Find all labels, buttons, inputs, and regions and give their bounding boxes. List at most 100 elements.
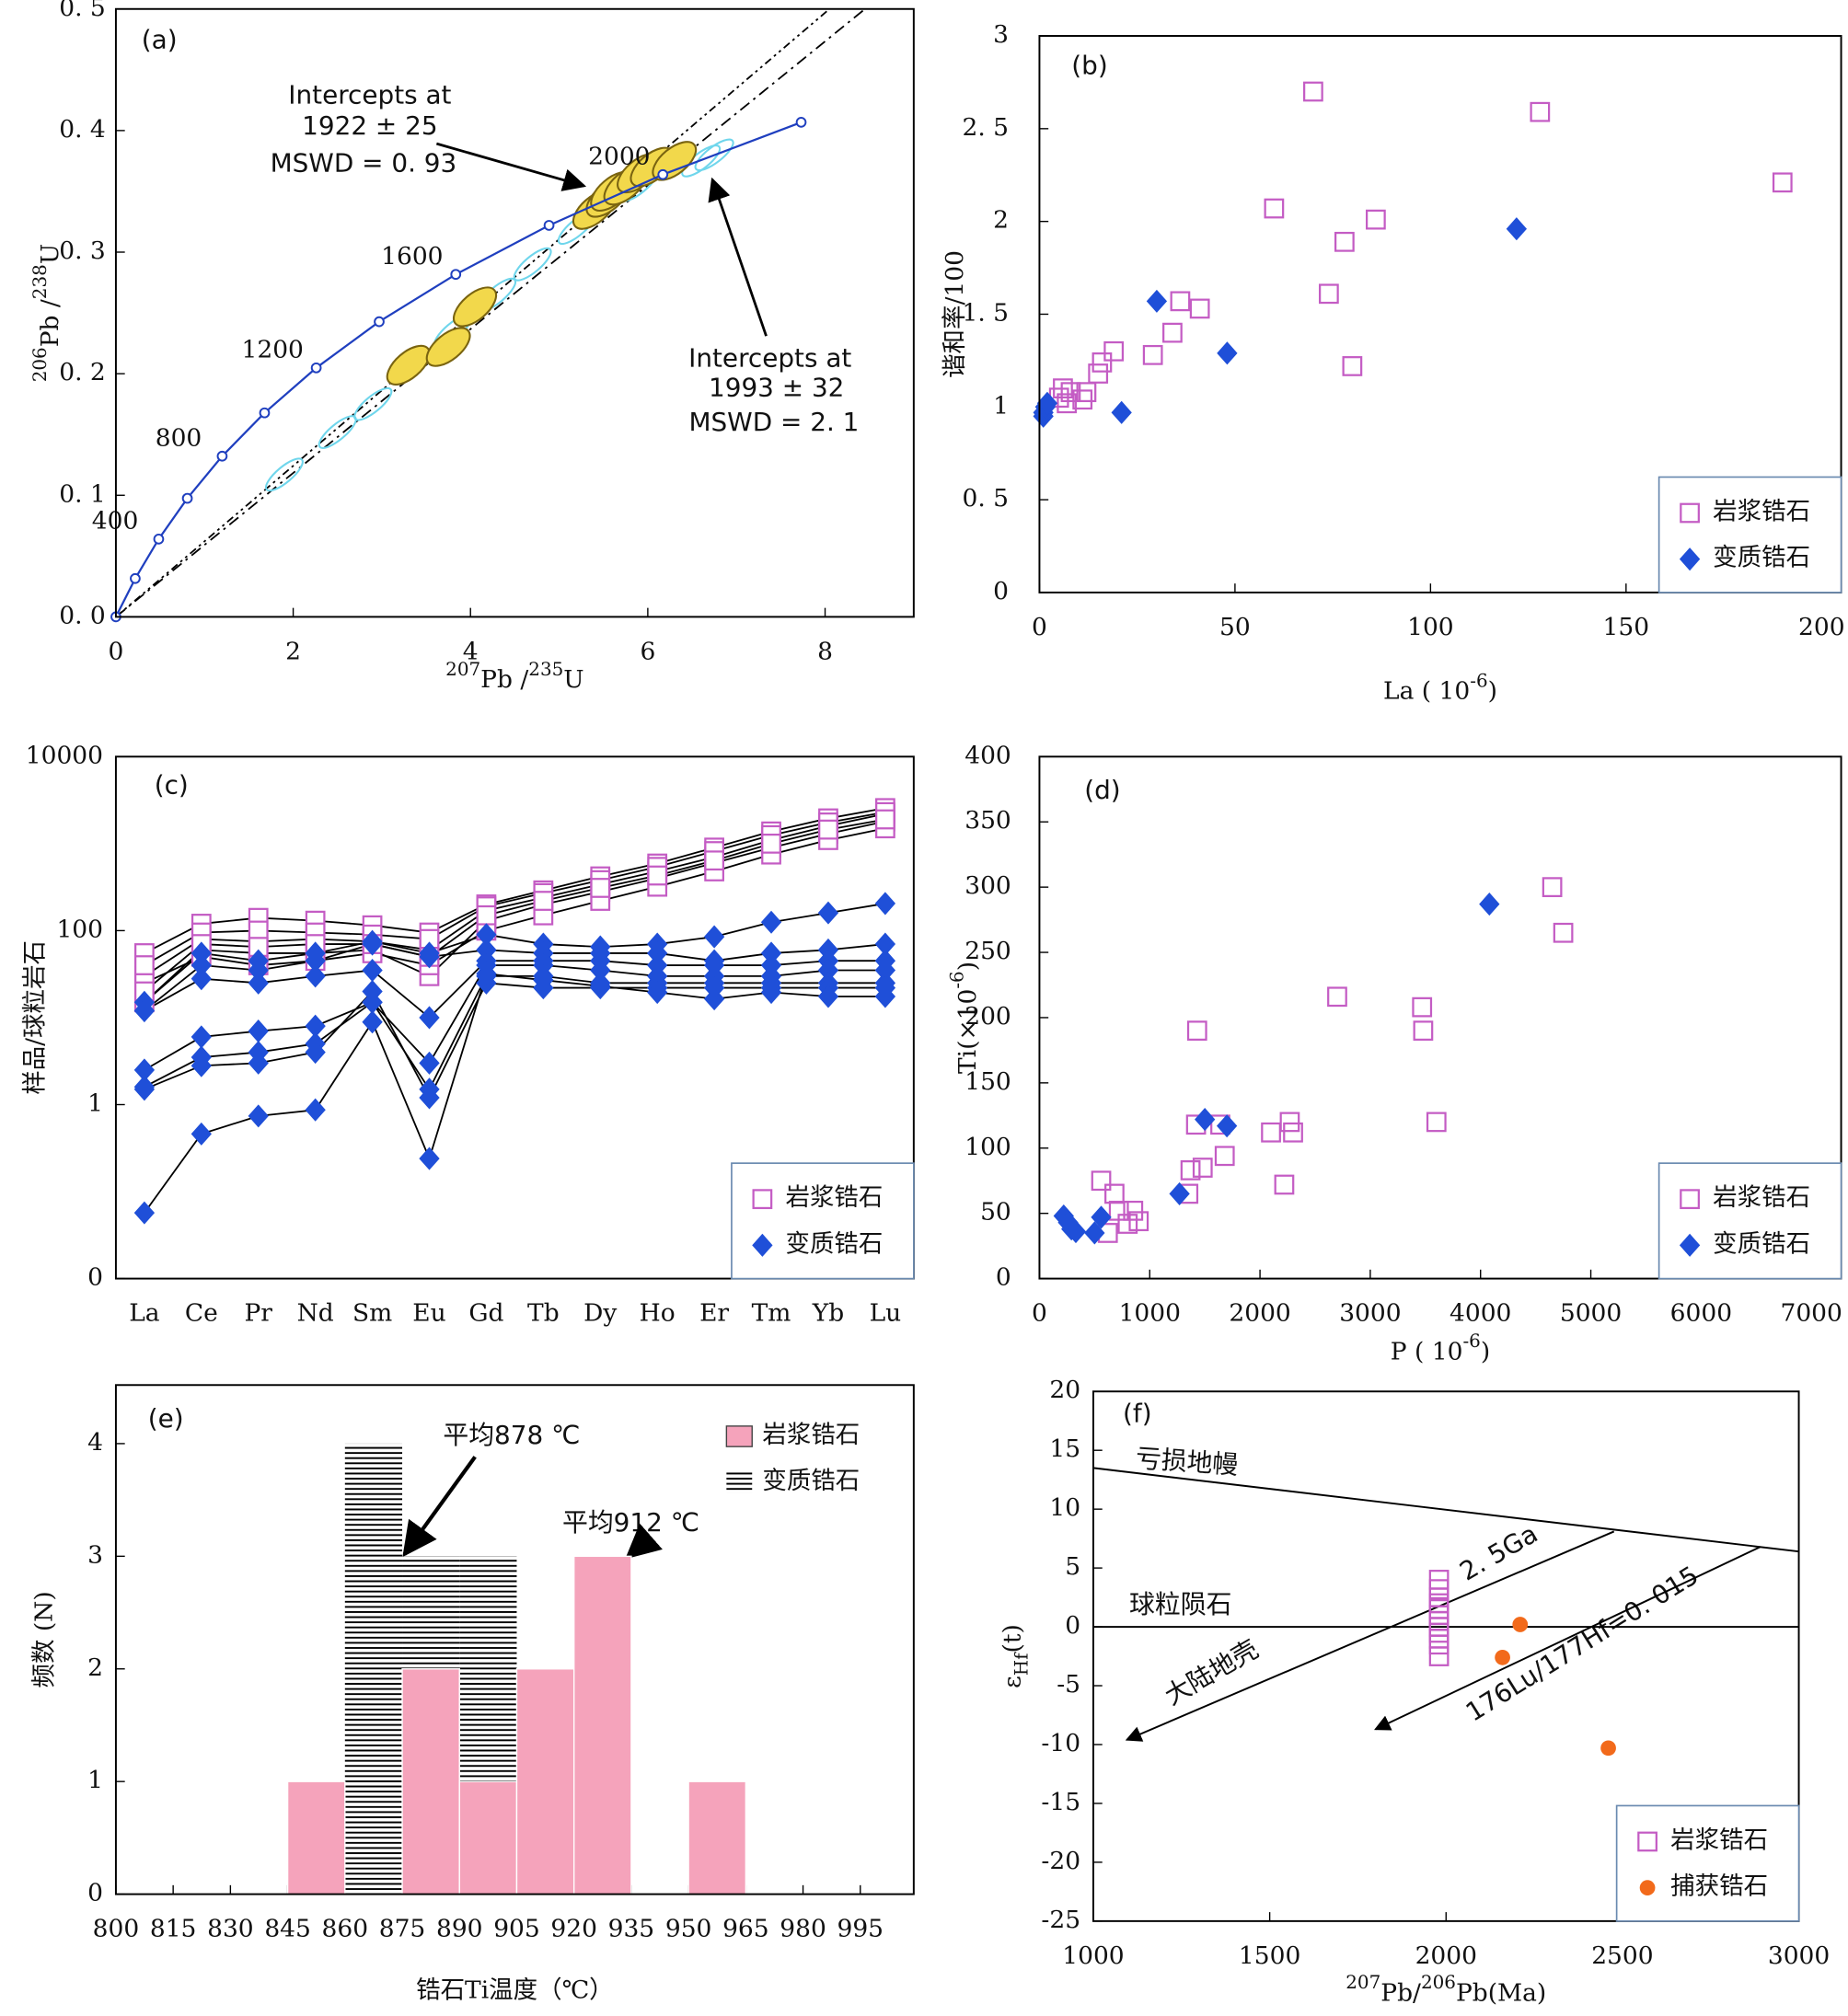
- axis-label-part: 207: [445, 658, 480, 679]
- data-point: [533, 891, 554, 911]
- data-point: [1366, 209, 1386, 230]
- axis-label-part: U: [36, 244, 64, 264]
- data-point: [1128, 1211, 1149, 1232]
- x-tick-label: 875: [379, 1915, 426, 1943]
- age-marker: [374, 316, 385, 328]
- data-point: [1542, 877, 1563, 898]
- annotation: 2. 5Ga: [1454, 1518, 1542, 1586]
- x-tick-label: 800: [93, 1915, 140, 1943]
- y-tick-label: 0: [87, 1879, 103, 1907]
- y-tick-label: 350: [964, 806, 1011, 835]
- x-tick-label: Ce: [185, 1299, 218, 1328]
- x-tick-label: La: [129, 1299, 160, 1328]
- data-point: [133, 1077, 156, 1101]
- data-point: [817, 958, 839, 983]
- axis-label-part: ): [1481, 1337, 1490, 1365]
- error-ellipse: [694, 138, 734, 172]
- legend-box: [1657, 1162, 1842, 1280]
- reference-line: [1125, 1530, 1615, 1742]
- legend-label: 岩浆锆石: [1713, 1183, 1810, 1212]
- plot-frame: [114, 7, 915, 618]
- bar: [515, 1668, 575, 1895]
- y-tick-label: 0. 3: [59, 236, 106, 265]
- y-tick-label: 2: [993, 206, 1009, 235]
- annotation: 176Lu/177Hf=0. 015: [1461, 1560, 1704, 1727]
- data-point: [362, 1010, 383, 1034]
- data-point: [647, 980, 668, 1005]
- panel-label: (b): [1071, 50, 1107, 80]
- data-point: [1495, 1649, 1510, 1665]
- x-tick-label: 4: [463, 637, 479, 665]
- data-point: [874, 958, 896, 983]
- annotation: 1922 ± 25: [302, 110, 437, 141]
- data-point: [875, 809, 895, 830]
- data-point: [191, 1122, 212, 1146]
- bar: [344, 1443, 403, 1895]
- data-point: [1072, 389, 1093, 410]
- annotation: Intercepts at: [288, 80, 451, 110]
- y-tick-label: -15: [1041, 1788, 1080, 1816]
- x-tick-label: 830: [207, 1915, 254, 1943]
- error-ellipse: [453, 286, 498, 328]
- y-tick-label: 250: [964, 937, 1011, 965]
- legend-marker: [752, 1189, 773, 1210]
- y-tick-label: 0: [993, 577, 1009, 605]
- data-point: [1428, 1646, 1450, 1666]
- age-marker: [795, 117, 807, 128]
- x-tick-label: Lu: [870, 1299, 902, 1328]
- data-point: [818, 819, 838, 840]
- y-tick-label: 0. 0: [59, 601, 106, 629]
- bar: [401, 1668, 460, 1895]
- x-tick-label: Tb: [527, 1299, 560, 1328]
- legend-label: 变质锆石: [1713, 544, 1810, 572]
- y-tick-label: 10: [1049, 1493, 1080, 1522]
- axis-label-part: -6: [1470, 670, 1487, 691]
- y-tick-label: 100: [964, 1133, 1011, 1161]
- axis-label-part: La ( 10: [1383, 677, 1470, 706]
- data-point: [1036, 391, 1058, 415]
- legend-label: 变质锆石: [1713, 1229, 1810, 1258]
- axis-label: 谐和率/100: [941, 250, 969, 378]
- axis-label-part: ): [1488, 677, 1497, 706]
- x-tick-label: Gd: [468, 1299, 503, 1328]
- data-point: [133, 1201, 156, 1225]
- data-point: [1319, 283, 1339, 305]
- data-point: [1076, 382, 1097, 403]
- x-tick-label: 100: [1407, 613, 1454, 641]
- data-point: [647, 865, 668, 886]
- y-tick-label: 15: [1049, 1434, 1080, 1463]
- data-point: [419, 1086, 440, 1110]
- axis-label: 样品/球粒岩石: [21, 940, 50, 1095]
- plot-frame: [114, 755, 915, 1280]
- y-tick-label: 0. 1: [59, 479, 106, 508]
- data-point: [1216, 1114, 1238, 1138]
- axis-label-part: U: [563, 665, 583, 694]
- axis-label-part: 235: [528, 658, 563, 679]
- annotation: 平均878 ℃: [443, 1420, 580, 1450]
- axis-label-part: Pb /: [36, 299, 64, 347]
- y-tick-label: 0: [87, 1263, 103, 1292]
- plot-frame: [1038, 755, 1842, 1280]
- panel-label: (f): [1123, 1398, 1152, 1428]
- data-point: [362, 979, 383, 1004]
- data-point: [1512, 1617, 1529, 1632]
- axis-label-part: 频数 (N): [29, 1591, 58, 1688]
- x-tick-label: Pr: [245, 1299, 273, 1328]
- age-label: 1200: [242, 336, 304, 364]
- data-point: [191, 1054, 212, 1077]
- y-tick-label: 1: [87, 1766, 103, 1794]
- data-point: [590, 878, 611, 898]
- axis-label-part: 锆石Ti温度（℃）: [416, 1976, 614, 2005]
- data-point: [590, 974, 611, 998]
- legend-marker: [1680, 1189, 1700, 1210]
- x-tick-label: Er: [699, 1299, 729, 1328]
- data-point: [760, 910, 782, 934]
- x-tick-label: 3000: [1339, 1299, 1401, 1328]
- x-tick-label: 1000: [1119, 1299, 1181, 1328]
- y-tick-label: 0. 5: [59, 0, 106, 22]
- x-tick-label: Yb: [812, 1299, 844, 1328]
- axis-label-part: P ( 10: [1391, 1337, 1463, 1365]
- data-point: [248, 1104, 269, 1128]
- annotation: Intercepts at: [688, 342, 851, 373]
